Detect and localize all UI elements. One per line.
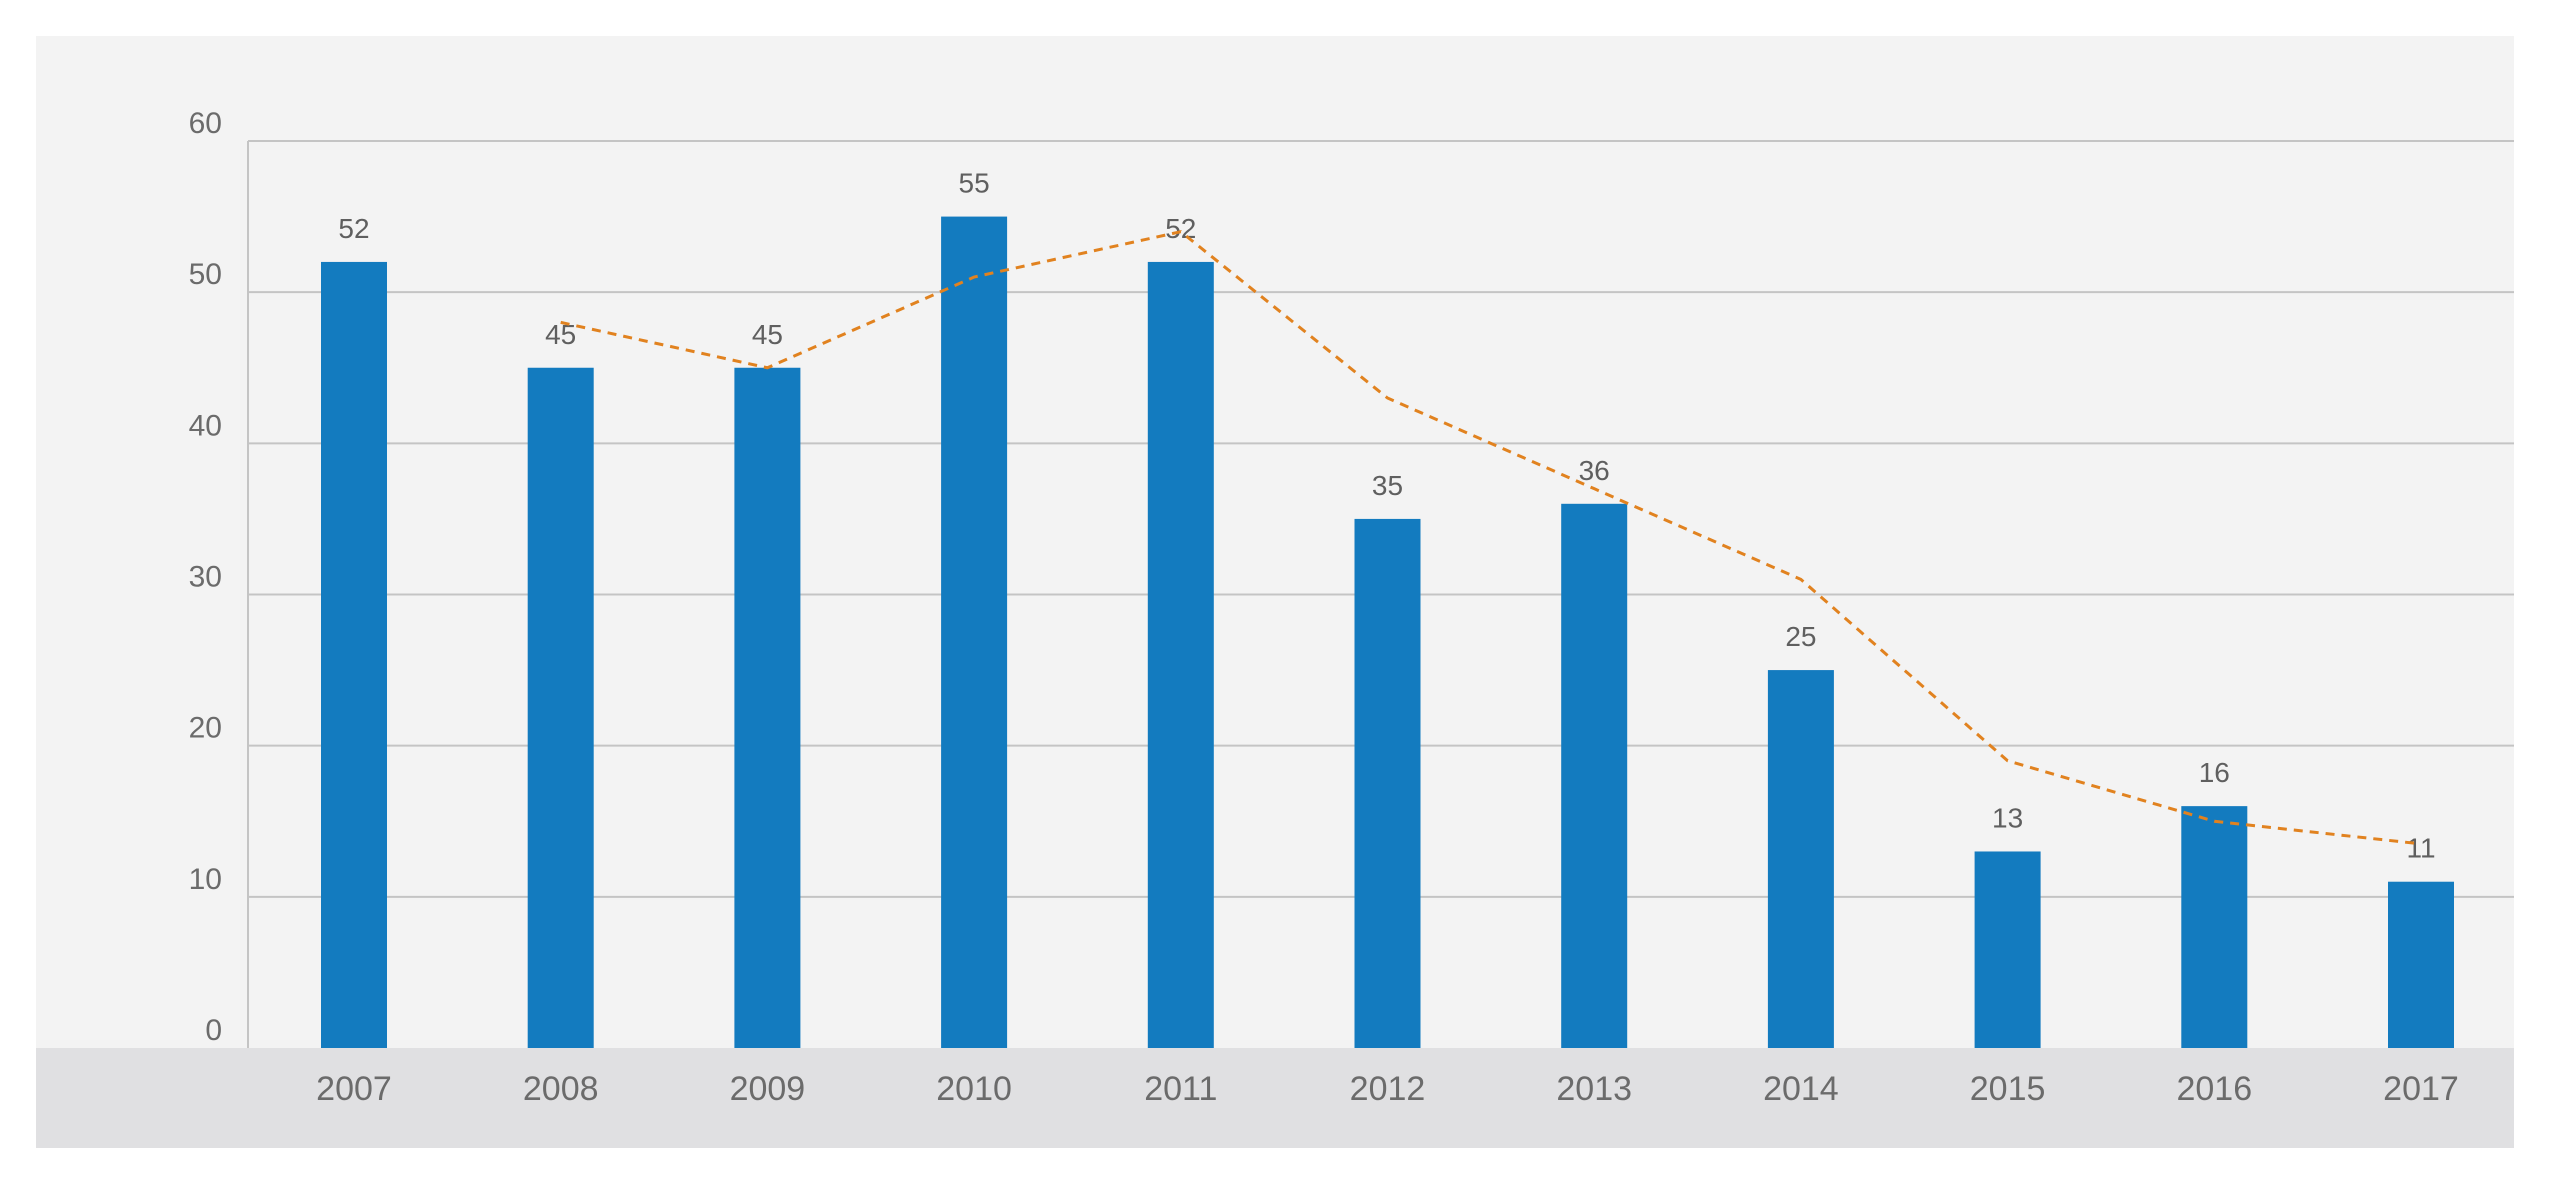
bar	[734, 367, 801, 1048]
x-category-label: 2013	[1556, 1070, 1632, 1108]
y-tick-label: 50	[189, 258, 222, 291]
bar-data-label: 35	[1372, 470, 1403, 501]
bar	[527, 367, 594, 1048]
bar	[941, 216, 1008, 1049]
plot-background	[36, 36, 2514, 1048]
x-category-label: 2009	[730, 1070, 806, 1108]
x-category-label: 2015	[1970, 1070, 2046, 1108]
y-tick-label: 60	[189, 107, 222, 140]
trend-line	[560, 230, 2422, 846]
bar-data-label: 11	[2406, 833, 2435, 864]
bar	[1561, 503, 1628, 1048]
bar	[1147, 261, 1214, 1048]
x-category-label: 2014	[1763, 1070, 1839, 1108]
bar	[1974, 851, 2041, 1048]
y-tick-label: 40	[189, 409, 222, 442]
bar	[2181, 806, 2248, 1048]
bar-data-label: 55	[959, 168, 990, 199]
x-axis-band	[36, 1048, 2514, 1148]
x-category-label: 2007	[316, 1070, 392, 1108]
y-tick-label: 10	[189, 863, 222, 896]
x-category-label: 2016	[2176, 1070, 2252, 1108]
bar-data-label: 25	[1785, 621, 1816, 652]
x-category-label: 2008	[523, 1070, 599, 1108]
y-tick-label: 30	[189, 561, 222, 594]
bar	[1767, 670, 1834, 1048]
bars	[321, 216, 2454, 1049]
bar	[1354, 518, 1421, 1048]
trend-line-path	[560, 230, 2422, 846]
bar-data-label: 45	[752, 319, 783, 350]
bar-data-label: 52	[338, 213, 369, 244]
x-category-label: 2017	[2383, 1070, 2459, 1108]
bar-data-label: 16	[2199, 757, 2230, 788]
bar-data-label: 13	[1992, 802, 2023, 833]
y-tick-label: 0	[205, 1014, 222, 1047]
x-category-label: 2012	[1350, 1070, 1426, 1108]
x-category-label: 2011	[1144, 1070, 1217, 1108]
x-axis-categories: 2007 2008 2009 2010 2011 2012 2013 2014 2015 2016…	[316, 1070, 2459, 1108]
y-tick-label: 20	[189, 712, 222, 745]
x-category-label: 2010	[936, 1070, 1012, 1108]
bar-data-label: 36	[1579, 455, 1610, 486]
y-axis-ticks: 0 10 20 30 40 50 60	[189, 107, 222, 1047]
bar	[321, 261, 387, 1048]
bar	[2388, 881, 2454, 1048]
